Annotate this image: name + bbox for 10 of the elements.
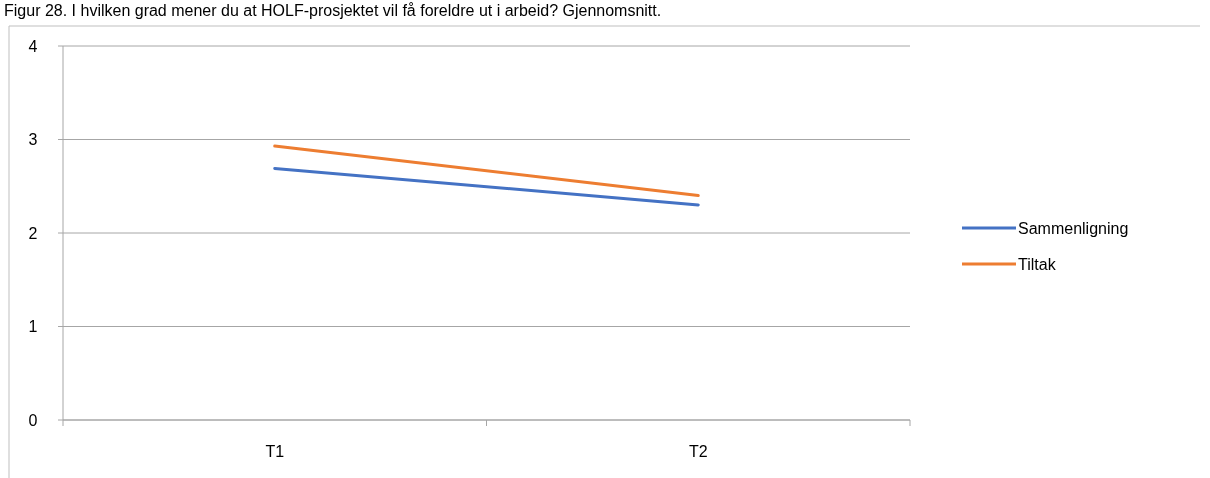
chart-title: Figur 28. I hvilken grad mener du at HOLF-prosjektet vil få foreldre ut i arbeid? Gjennomsnitt.: [4, 2, 662, 19]
y-tick-label: 3: [28, 131, 38, 149]
legend-label: Tiltak: [1018, 255, 1057, 273]
y-tick-label: 1: [28, 318, 38, 336]
y-tick-label: 4: [28, 37, 38, 55]
y-tick-label: 2: [28, 224, 38, 242]
legend-label: Sammenligning: [1018, 219, 1129, 237]
y-tick-label: 0: [28, 411, 38, 429]
x-tick-label: T1: [265, 443, 285, 460]
x-tick-label: T2: [688, 443, 708, 460]
